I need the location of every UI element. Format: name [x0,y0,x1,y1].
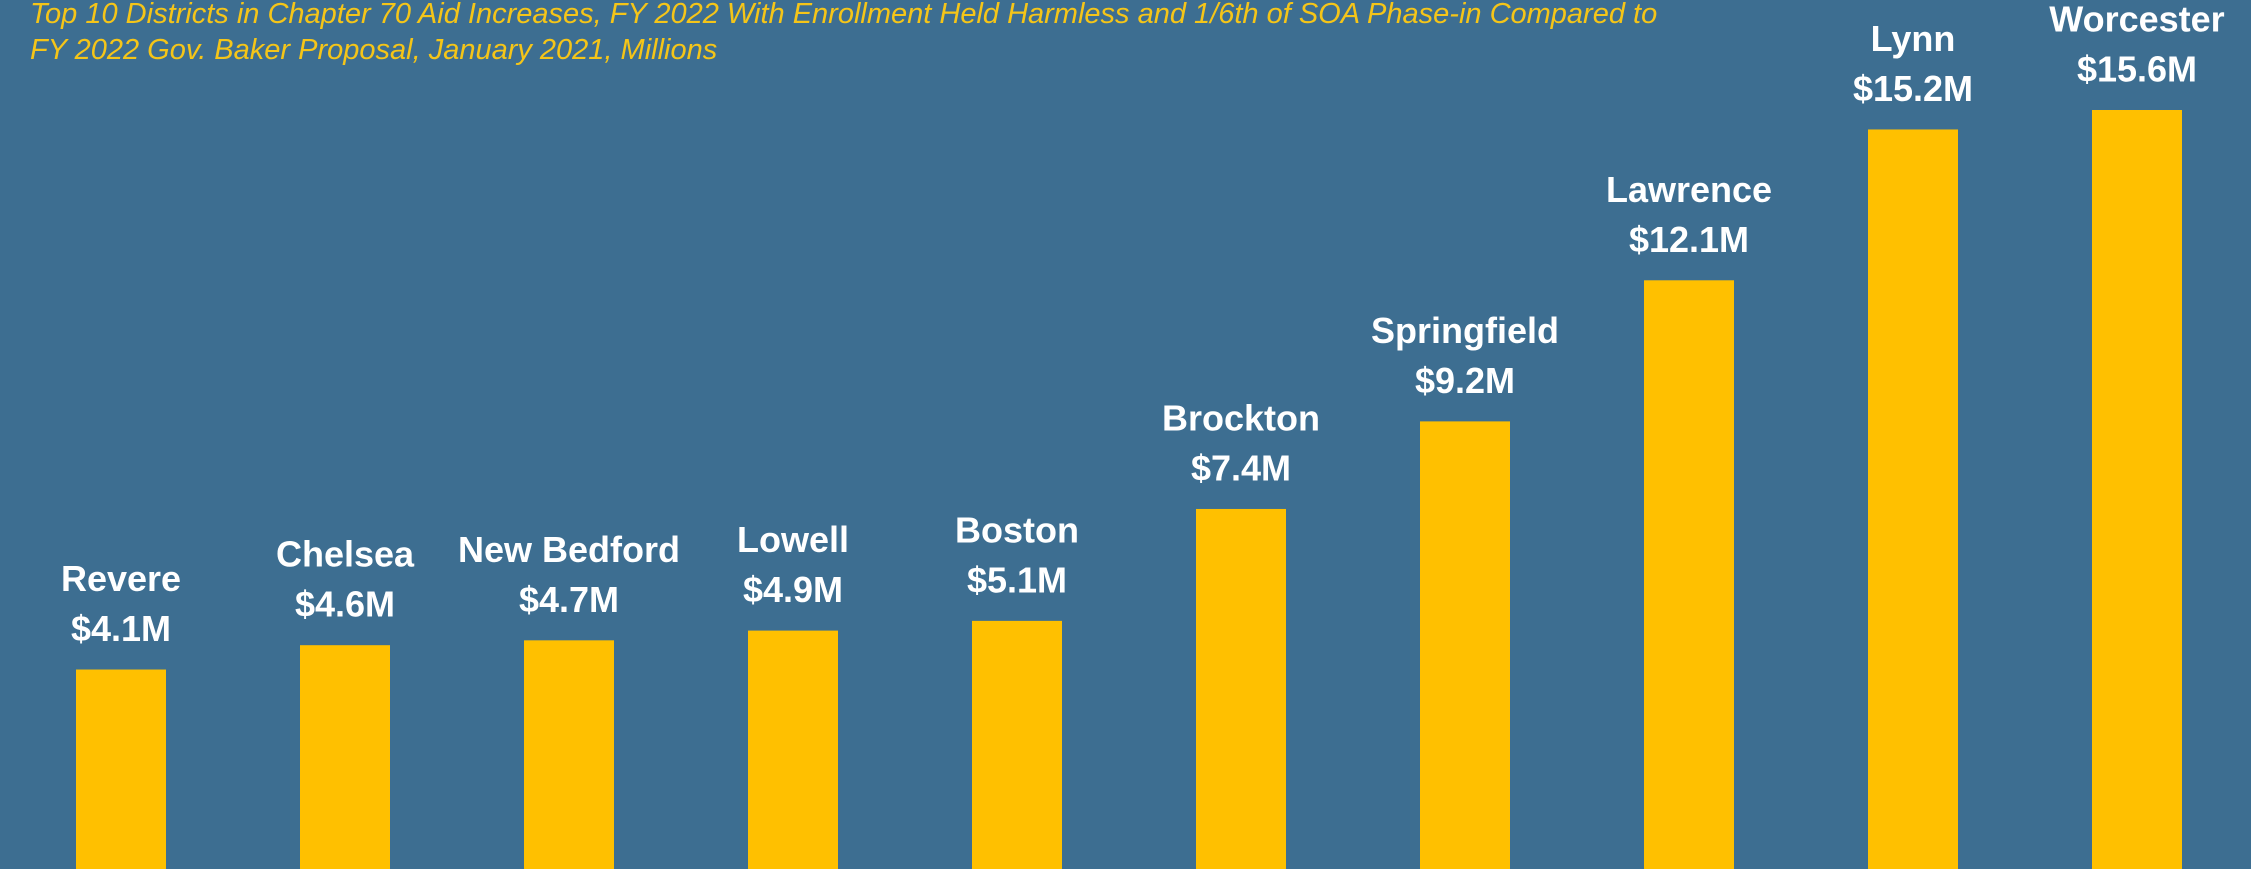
value-label: $5.1M [967,559,1067,600]
value-label: $7.4M [1191,447,1291,488]
category-label: New Bedford [458,529,680,570]
value-label: $4.1M [71,608,171,649]
value-label: $12.1M [1629,219,1749,260]
category-label: Springfield [1371,310,1559,351]
category-label: Worcester [2049,0,2224,40]
value-label: $9.2M [1415,360,1515,401]
category-label: Lowell [737,519,849,560]
category-label: Lynn [1871,18,1956,59]
value-label: $4.7M [519,579,619,620]
value-label: $15.6M [2077,49,2197,90]
category-label: Boston [955,509,1079,550]
category-label: Lawrence [1606,169,1772,210]
bar [748,630,838,869]
bar [300,645,390,869]
value-label: $4.9M [743,569,843,610]
bar [2092,110,2182,869]
bar [1644,280,1734,869]
value-label: $4.6M [295,584,395,625]
value-label: $15.2M [1853,68,1973,109]
bar [1196,508,1286,869]
bar [524,640,614,869]
bar [972,620,1062,869]
category-label: Revere [61,558,181,599]
bar [1868,129,1958,869]
category-label: Chelsea [276,534,415,575]
bar [1420,421,1510,869]
bar [76,669,166,869]
chart-title: Top 10 Districts in Chapter 70 Aid Incre… [30,0,1658,66]
category-label: Brockton [1162,397,1320,438]
